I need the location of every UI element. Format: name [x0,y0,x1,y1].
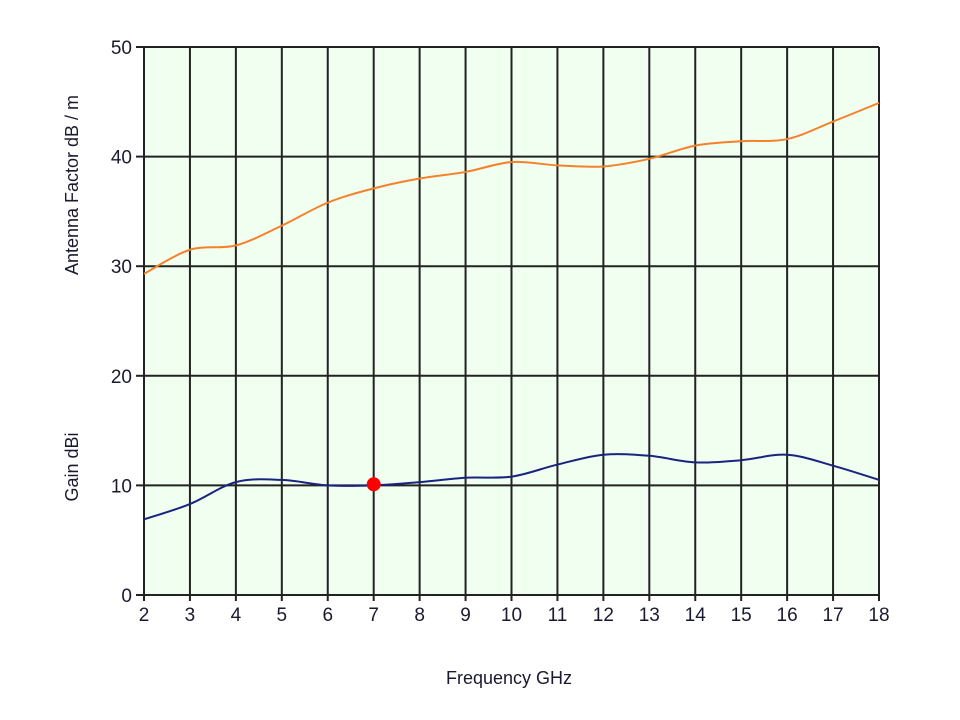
y-tick-label: 0 [121,586,132,607]
x-tick-label: 10 [501,605,522,626]
x-axis-tick-labels: 2 3 4 5 6 7 8 9 10 11 12 13 14 15 16 17 18 [139,605,890,626]
x-tick-label: 18 [868,605,889,626]
antenna-factor-line [143,101,880,275]
x-tick-label: 5 [277,605,288,626]
x-tick-label: 6 [322,605,333,626]
y-tick-label: 20 [111,367,132,388]
y-axis-title-antenna-factor: Antenna Factor dB / m [62,95,82,275]
y-axis-title-gain: Gain dBi [62,432,82,501]
y-tick-label: 10 [111,476,132,497]
x-tick-label: 12 [593,605,614,626]
x-tick-label: 3 [185,605,196,626]
x-tick-label: 11 [548,605,568,626]
x-tick-label: 15 [731,605,752,626]
x-tick-label: 14 [685,605,707,626]
data-series [143,101,880,521]
x-tick-label: 7 [368,605,379,626]
x-tick-label: 9 [460,605,471,626]
grid-lines [143,46,880,596]
x-tick-label: 13 [639,605,660,626]
x-tick-label: 16 [777,605,798,626]
x-tick-label: 4 [231,605,242,626]
y-axis-tick-labels: 0 10 20 30 40 50 [111,38,132,607]
x-tick-label: 8 [414,605,425,626]
y-tick-label: 40 [111,148,132,169]
gain-line [143,453,880,521]
data-markers [366,477,381,492]
x-tick-label: 17 [822,605,843,626]
x-tick-label: 2 [139,605,150,626]
axis-ticks [136,46,880,601]
y-tick-label: 30 [111,257,132,278]
y-tick-label: 50 [111,38,132,59]
highlight-point-marker [366,477,381,492]
x-axis-title: Frequency GHz [446,668,572,688]
